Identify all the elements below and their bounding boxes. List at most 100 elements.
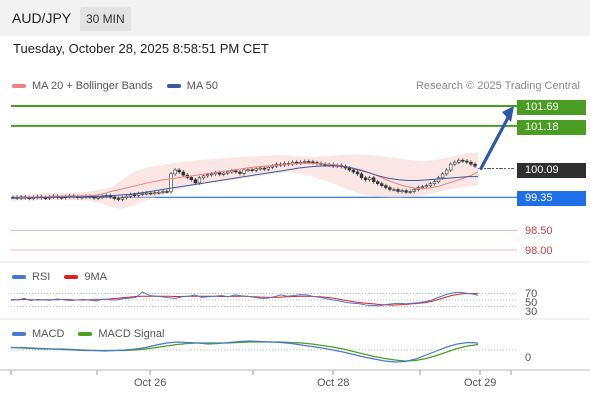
candle-up: [420, 186, 425, 189]
macd-level-0: 0: [525, 352, 532, 364]
candle-down: [307, 161, 311, 163]
candle-down: [351, 169, 356, 173]
timestamp: Tuesday, October 28, 2025 8:58:51 PM CET: [13, 41, 269, 56]
candle-down: [165, 191, 169, 193]
candle-up: [140, 193, 145, 195]
candle-down: [112, 196, 117, 199]
candle-up: [400, 190, 404, 192]
candle-up: [258, 167, 262, 170]
candle-up: [128, 194, 133, 197]
timeframe-button[interactable]: 30 MIN: [80, 7, 131, 31]
candle-down: [384, 185, 388, 188]
candle-up: [209, 173, 214, 176]
candle-up: [169, 173, 173, 193]
candle-down: [355, 171, 360, 175]
ma20-line: [10, 162, 479, 199]
candle-up: [436, 177, 441, 183]
candle-up: [100, 196, 104, 198]
candle-up: [367, 177, 372, 181]
candle-down: [461, 159, 465, 162]
candle-up: [266, 166, 271, 170]
price-legend: MA 20 + Bollinger Bands MA 50: [12, 80, 232, 92]
candle-down: [217, 172, 222, 175]
candle-down: [465, 160, 469, 163]
candle-up: [303, 161, 307, 163]
resistance-1-tag: 101.18: [517, 120, 586, 135]
candle-up: [222, 172, 226, 175]
candle-down: [359, 173, 364, 179]
rsi-swatch: [12, 275, 26, 279]
candle-down: [371, 177, 376, 183]
support-1-tag: 98.50: [525, 225, 553, 237]
candle-down: [404, 190, 408, 193]
resistance-2-tag: 101.69: [517, 100, 586, 115]
candle-down: [388, 187, 392, 190]
candle-up: [201, 175, 206, 179]
macd-signal-swatch: [78, 332, 93, 336]
rsi-level-70: 70: [525, 288, 538, 300]
candle-up: [453, 161, 457, 165]
candle-down: [132, 194, 137, 196]
candle-up: [205, 174, 210, 177]
candle-up: [230, 170, 234, 173]
candle-up: [457, 159, 461, 163]
candle-up: [246, 169, 250, 171]
candle-down: [193, 179, 198, 184]
symbol-title: AUD/JPY: [12, 10, 72, 26]
candle-down: [189, 177, 194, 181]
candle-up: [448, 163, 453, 171]
candle-up: [153, 192, 157, 194]
macd-line: [10, 340, 479, 363]
candle-up: [136, 193, 141, 196]
macd-swatch: [12, 332, 26, 336]
projection-arrow-shaft: [479, 112, 512, 171]
x-tick-label: Oct 29: [464, 377, 497, 389]
candle-up: [432, 181, 437, 184]
candle-up: [161, 191, 165, 193]
rsi-line: [10, 291, 479, 307]
candle-down: [92, 196, 96, 199]
projection-arrow-head: [502, 106, 514, 122]
macd-signal-legend-label: MACD Signal: [98, 328, 165, 340]
candle-up: [412, 189, 416, 192]
candle-up: [254, 168, 258, 171]
candle-down: [380, 183, 384, 186]
candle-up: [242, 169, 246, 174]
candle-up: [157, 191, 161, 194]
candle-down: [149, 192, 153, 195]
candle-up: [392, 189, 396, 191]
pivot-tag: 99.35: [517, 191, 586, 206]
top-bar: AUD/JPY 30 MIN: [0, 0, 590, 36]
candle-down: [238, 171, 242, 174]
candle-up: [270, 165, 275, 168]
candle-up: [444, 169, 449, 175]
credit-text: Research © 2025 Trading Central: [415, 80, 580, 92]
candle-up: [96, 197, 100, 199]
candle-down: [181, 171, 185, 176]
ma50-swatch: [166, 84, 181, 88]
candle-up: [428, 183, 433, 186]
candle-down: [311, 161, 315, 164]
candle-up: [173, 169, 177, 175]
ma50-legend-label: MA 50: [186, 80, 218, 92]
candle-up: [440, 173, 445, 179]
ma20-swatch: [12, 84, 26, 88]
candle-down: [396, 189, 400, 192]
candle-down: [177, 169, 181, 173]
support-2-tag: 98.00: [525, 245, 553, 257]
candle-down: [116, 198, 121, 200]
candle-up: [197, 177, 202, 184]
candle-down: [363, 177, 368, 181]
ma50-line: [11, 165, 478, 199]
candle-down: [262, 167, 266, 170]
candle-down: [250, 169, 254, 171]
last-price-tag: 100.09: [517, 163, 586, 178]
ma9-legend-label: 9MA: [84, 271, 107, 283]
candle-down: [347, 167, 352, 171]
candle-up: [424, 185, 429, 188]
rsi-legend: RSI 9MA: [12, 271, 121, 283]
rsi-level-30: 30: [525, 306, 538, 318]
ma20-legend-label: MA 20 + Bollinger Bands: [32, 80, 153, 92]
candle-up: [226, 171, 230, 174]
